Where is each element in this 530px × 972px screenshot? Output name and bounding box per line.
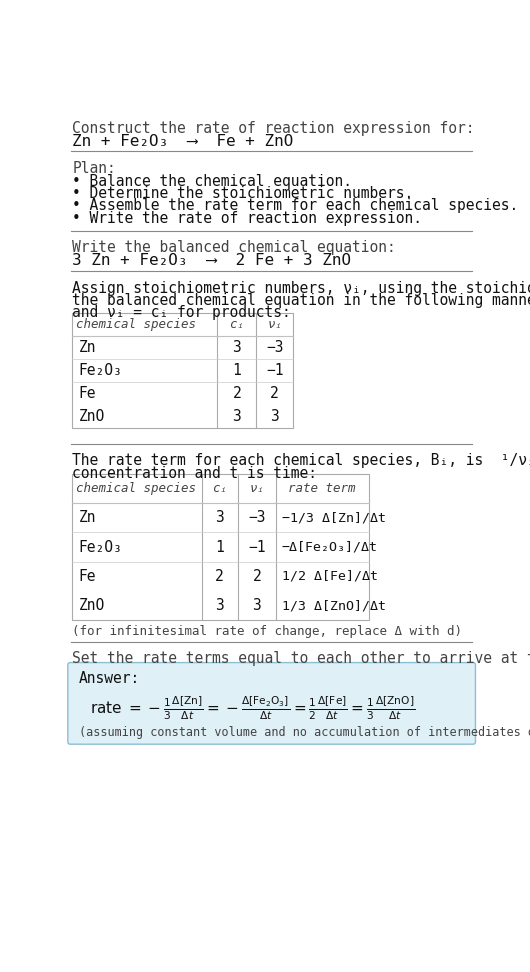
Text: 3: 3: [215, 510, 224, 525]
Text: and νᵢ = cᵢ for products:: and νᵢ = cᵢ for products:: [73, 305, 291, 321]
Text: chemical species: chemical species: [76, 482, 196, 495]
Text: Plan:: Plan:: [73, 160, 116, 176]
Bar: [73, 313, 293, 429]
Text: The rate term for each chemical species, Bᵢ, is  ¹/νᵢ Δ[Bᵢ]/Δt  where [Bᵢ] is th: The rate term for each chemical species,…: [73, 453, 530, 469]
Text: −1/3 Δ[Zn]/Δt: −1/3 Δ[Zn]/Δt: [282, 511, 386, 524]
Text: Zn + Fe₂O₃  ⟶  Fe + ZnO: Zn + Fe₂O₃ ⟶ Fe + ZnO: [73, 134, 294, 150]
Text: ZnO: ZnO: [78, 598, 105, 613]
Text: 3: 3: [215, 598, 224, 613]
Text: the balanced chemical equation in the following manner: νᵢ = −cᵢ for reactants: the balanced chemical equation in the fo…: [73, 293, 530, 308]
Text: Set the rate terms equal to each other to arrive at the rate expression:: Set the rate terms equal to each other t…: [73, 651, 530, 666]
Text: cᵢ: cᵢ: [229, 318, 244, 331]
Text: 3: 3: [252, 598, 261, 613]
Text: • Assemble the rate term for each chemical species.: • Assemble the rate term for each chemic…: [73, 198, 519, 213]
Text: rate $= -\frac{1}{3}\frac{\Delta[\mathrm{Zn}]}{\Delta t} = -\frac{\Delta[\mathrm: rate $= -\frac{1}{3}\frac{\Delta[\mathrm…: [90, 694, 415, 722]
Text: 3: 3: [270, 409, 279, 425]
Text: Fe: Fe: [78, 386, 96, 401]
Text: 3 Zn + Fe₂O₃  ⟶  2 Fe + 3 ZnO: 3 Zn + Fe₂O₃ ⟶ 2 Fe + 3 ZnO: [73, 253, 351, 268]
Text: (for infinitesimal rate of change, replace Δ with d): (for infinitesimal rate of change, repla…: [73, 625, 463, 638]
Text: 1/3 Δ[ZnO]/Δt: 1/3 Δ[ZnO]/Δt: [282, 599, 386, 612]
Text: 1: 1: [215, 539, 224, 555]
Text: cᵢ: cᵢ: [212, 482, 227, 495]
Text: −1: −1: [266, 364, 284, 378]
Text: 3: 3: [232, 340, 241, 355]
Text: Zn: Zn: [78, 510, 96, 525]
Text: −Δ[Fe₂O₃]/Δt: −Δ[Fe₂O₃]/Δt: [282, 540, 378, 554]
Text: chemical species: chemical species: [76, 318, 196, 331]
Text: Construct the rate of reaction expression for:: Construct the rate of reaction expressio…: [73, 122, 475, 136]
Text: −3: −3: [248, 510, 266, 525]
Text: • Balance the chemical equation.: • Balance the chemical equation.: [73, 174, 352, 189]
Text: ZnO: ZnO: [78, 409, 105, 425]
Text: Fe₂O₃: Fe₂O₃: [78, 364, 122, 378]
Text: 1: 1: [232, 364, 241, 378]
Text: νᵢ: νᵢ: [250, 482, 264, 495]
Text: rate term: rate term: [288, 482, 356, 495]
Text: 2: 2: [270, 386, 279, 401]
Text: 2: 2: [215, 569, 224, 584]
Text: 1/2 Δ[Fe]/Δt: 1/2 Δ[Fe]/Δt: [282, 570, 378, 583]
Text: (assuming constant volume and no accumulation of intermediates or side products): (assuming constant volume and no accumul…: [78, 726, 530, 740]
Text: 2: 2: [252, 569, 261, 584]
Text: Assign stoichiometric numbers, νᵢ, using the stoichiometric coefficients, cᵢ, fr: Assign stoichiometric numbers, νᵢ, using…: [73, 281, 530, 295]
Text: Fe₂O₃: Fe₂O₃: [78, 539, 122, 555]
Text: • Write the rate of reaction expression.: • Write the rate of reaction expression.: [73, 211, 422, 226]
Text: −3: −3: [266, 340, 284, 355]
FancyBboxPatch shape: [68, 663, 475, 745]
Text: Fe: Fe: [78, 569, 96, 584]
Text: −1: −1: [248, 539, 266, 555]
Text: Answer:: Answer:: [78, 671, 140, 686]
Text: Zn: Zn: [78, 340, 96, 355]
Text: νᵢ: νᵢ: [267, 318, 282, 331]
Bar: [73, 474, 368, 620]
Text: concentration and t is time:: concentration and t is time:: [73, 467, 317, 481]
Text: 2: 2: [232, 386, 241, 401]
Text: 3: 3: [232, 409, 241, 425]
Text: Write the balanced chemical equation:: Write the balanced chemical equation:: [73, 240, 396, 255]
Text: • Determine the stoichiometric numbers.: • Determine the stoichiometric numbers.: [73, 186, 414, 201]
